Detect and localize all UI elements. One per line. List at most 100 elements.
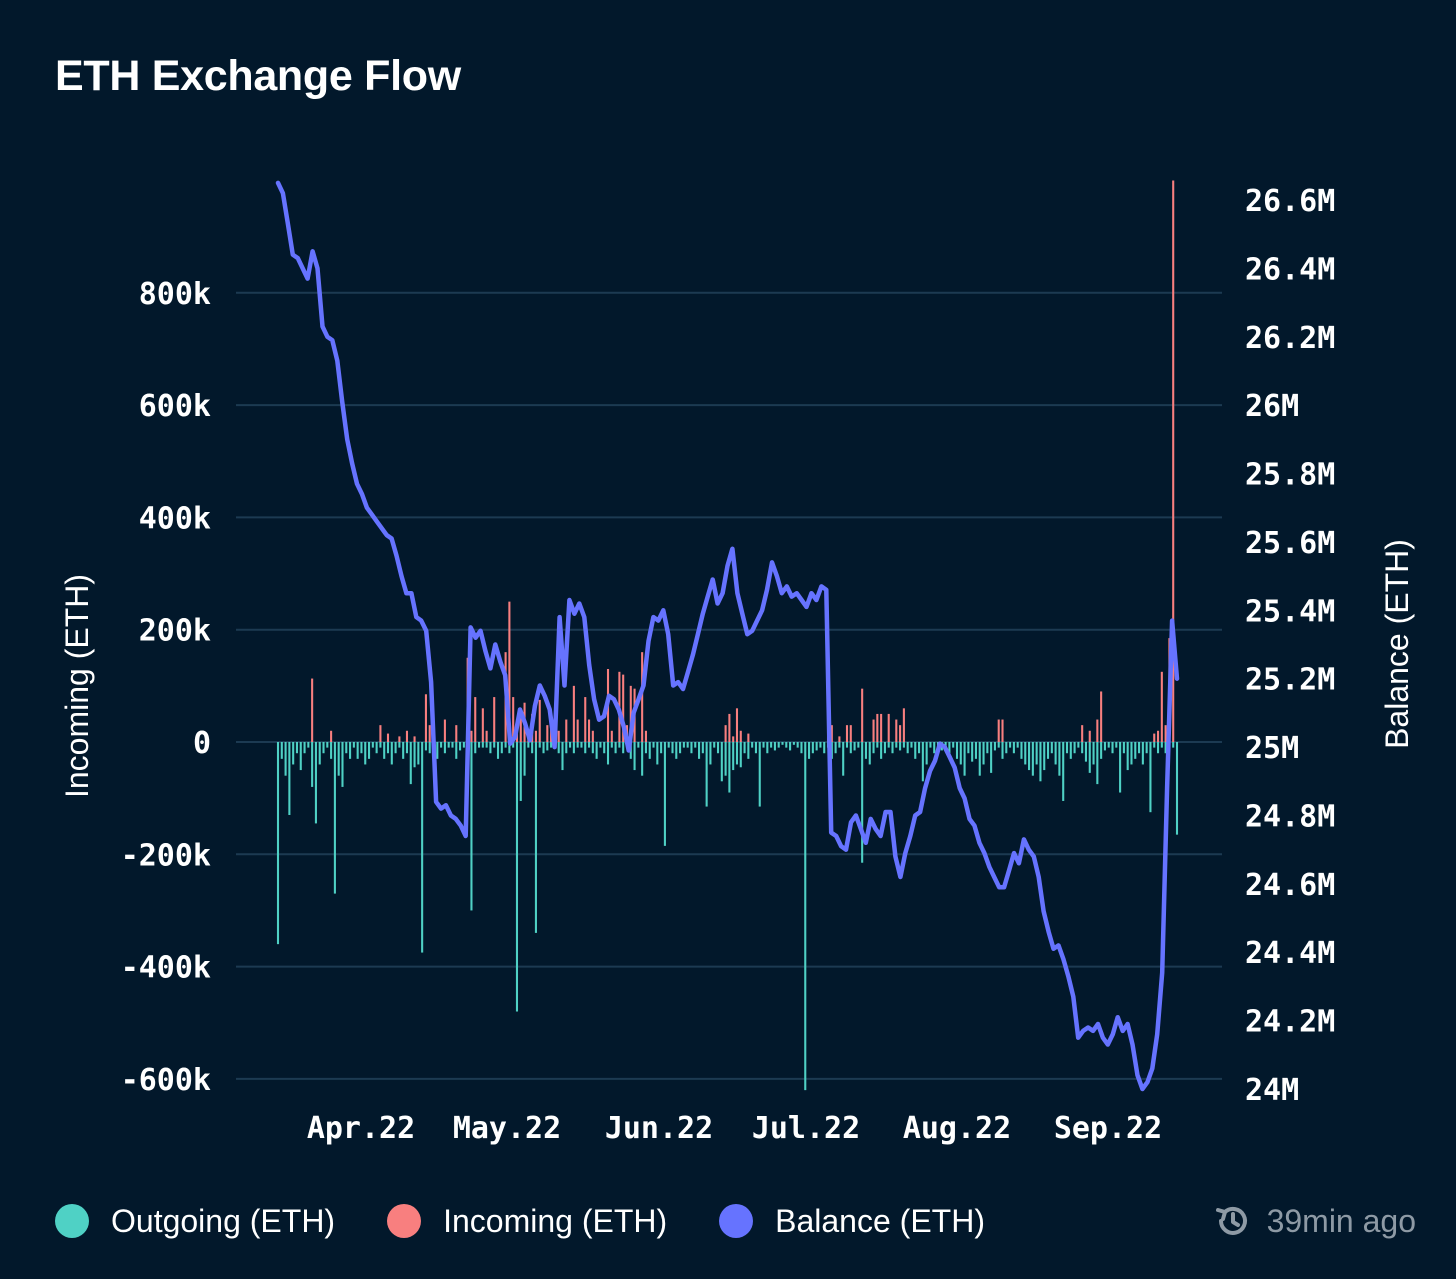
left-tick-label: 600k — [139, 389, 211, 424]
outgoing-bar — [618, 742, 621, 748]
outgoing-bar — [622, 742, 625, 754]
outgoing-bar — [679, 742, 682, 754]
outgoing-bar — [474, 742, 477, 754]
outgoing-bar — [967, 742, 970, 754]
outgoing-bar — [1149, 742, 1152, 813]
outgoing-bar — [606, 742, 610, 765]
outgoing-bar — [512, 742, 515, 748]
outgoing-bar — [921, 742, 924, 782]
outgoing-bar — [853, 742, 856, 751]
incoming-bar — [572, 685, 575, 742]
outgoing-bar — [508, 742, 511, 754]
outgoing-bar — [955, 742, 959, 759]
legend-item-balance[interactable]: Balance (ETH) — [719, 1203, 985, 1240]
outgoing-bar — [421, 742, 424, 953]
outgoing-bar — [1020, 742, 1023, 759]
outgoing-bar — [1069, 742, 1072, 759]
outgoing-bar — [701, 742, 704, 754]
outgoing-bar — [451, 742, 454, 748]
legend-item-incoming[interactable]: Incoming (ETH) — [387, 1203, 667, 1240]
outgoing-bar — [974, 742, 978, 759]
outgoing-bar — [580, 742, 583, 748]
legend: Outgoing (ETH) Incoming (ETH) Balance (E… — [55, 1198, 1037, 1244]
outgoing-bar — [990, 742, 993, 773]
outgoing-bar — [751, 742, 754, 748]
incoming-bar — [724, 725, 727, 742]
outgoing-bar — [1031, 742, 1034, 776]
incoming-bar — [311, 678, 314, 742]
legend-label-incoming: Incoming (ETH) — [443, 1202, 668, 1239]
outgoing-bar — [356, 742, 359, 759]
outgoing-bar — [1005, 742, 1008, 754]
outgoing-bar — [1164, 742, 1167, 754]
outgoing-bar — [527, 742, 530, 748]
outgoing-bar — [899, 742, 902, 751]
outgoing-bar — [447, 742, 450, 748]
incoming-bar — [576, 719, 579, 742]
outgoing-bar — [724, 742, 727, 776]
outgoing-bar — [440, 742, 443, 748]
outgoing-bar — [459, 742, 462, 751]
right-tick-label: 24.2M — [1245, 1005, 1335, 1040]
incoming-bars — [311, 180, 1175, 742]
incoming-bar — [728, 713, 731, 742]
outgoing-bar — [417, 742, 420, 765]
outgoing-bar — [591, 742, 594, 754]
incoming-bar — [413, 736, 416, 742]
outgoing-bar — [720, 742, 723, 782]
outgoing-bar — [777, 742, 780, 748]
outgoing-bar — [500, 742, 503, 754]
right-tick-label: 26.4M — [1245, 252, 1335, 287]
incoming-bar — [997, 719, 1000, 742]
incoming-bar — [443, 719, 446, 742]
outgoing-bar — [663, 742, 666, 846]
outgoing-bar — [1012, 742, 1015, 754]
outgoing-bar — [800, 742, 803, 754]
outgoing-bar — [671, 742, 674, 754]
outgoing-bar — [276, 742, 280, 945]
right-tick-label: 26.2M — [1245, 321, 1335, 356]
outgoing-bar — [284, 742, 287, 776]
outgoing-bar — [864, 742, 867, 759]
outgoing-bar — [694, 742, 697, 748]
outgoing-bar — [648, 742, 651, 759]
outgoing-bar — [386, 742, 390, 754]
outgoing-bar — [345, 742, 348, 754]
incoming-bar — [739, 730, 742, 742]
outgoing-bar — [1024, 742, 1027, 765]
outgoing-bar — [883, 742, 886, 754]
outgoing-bar — [982, 742, 985, 765]
outgoing-bar — [576, 742, 579, 748]
incoming-bar — [474, 697, 477, 742]
outgoing-bar — [569, 742, 572, 748]
incoming-bar — [845, 725, 849, 742]
outgoing-bar — [781, 742, 784, 745]
incoming-bar — [899, 725, 902, 742]
legend-item-outgoing[interactable]: Outgoing (ETH) — [55, 1203, 335, 1240]
outgoing-bar — [428, 742, 431, 754]
outgoing-bar — [849, 742, 852, 754]
outgoing-bar — [857, 742, 860, 748]
incoming-bar — [1164, 725, 1167, 742]
outgoing-bar — [394, 742, 397, 754]
outgoing-bar — [1035, 742, 1038, 765]
outgoing-bar — [823, 742, 826, 754]
outgoing-bar — [997, 742, 1000, 748]
outgoing-bar — [709, 742, 712, 765]
incoming-bar — [732, 736, 735, 742]
outgoing-bar — [682, 742, 685, 748]
right-tick-label: 25.2M — [1245, 663, 1335, 698]
outgoing-bar — [538, 742, 541, 748]
outgoing-bar — [1172, 742, 1175, 748]
outgoing-bar — [307, 742, 310, 748]
outgoing-bar — [952, 742, 955, 748]
outgoing-bar — [978, 742, 981, 776]
outgoing-bar — [1107, 742, 1110, 748]
outgoing-bar — [436, 742, 439, 759]
outgoing-bar — [367, 742, 371, 759]
outgoing-bar — [379, 742, 382, 748]
incoming-bar — [895, 719, 898, 742]
outgoing-bar — [1084, 742, 1088, 762]
left-tick-label: -600k — [121, 1063, 211, 1098]
